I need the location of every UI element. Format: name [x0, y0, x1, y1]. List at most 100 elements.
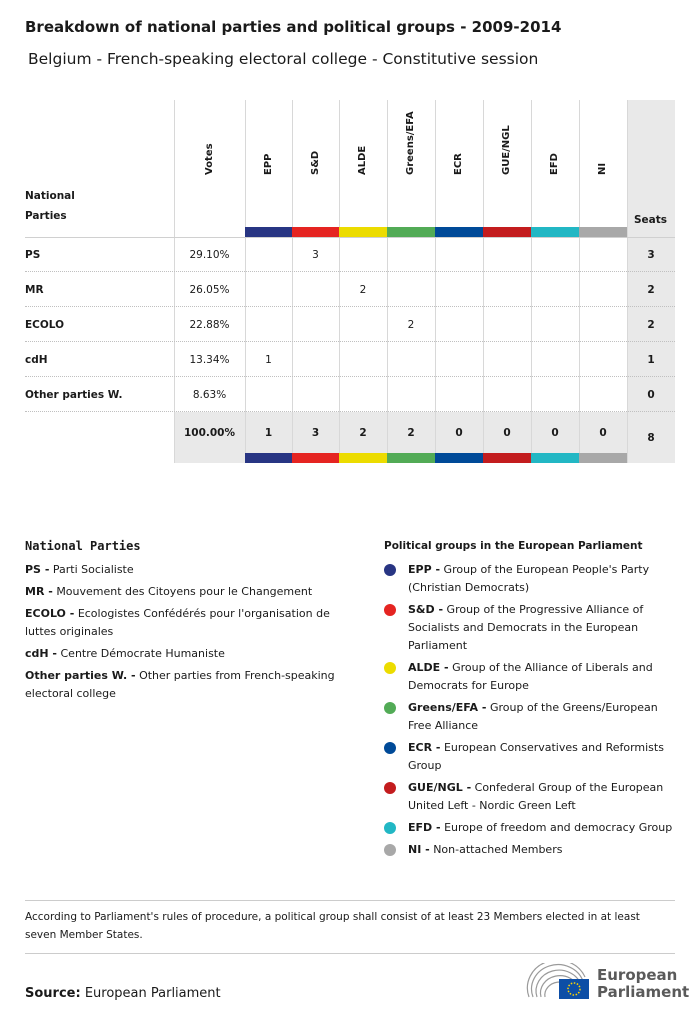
- column-divider: [245, 100, 246, 463]
- group-seats-value: [245, 237, 292, 272]
- column-divider: [627, 100, 628, 463]
- group-legend-item: GUE/NGL - Confederal Group of the Europe…: [384, 779, 679, 815]
- group-seats-value: [531, 237, 579, 272]
- row-divider: [25, 306, 675, 307]
- party-abbr: PS -: [25, 563, 50, 576]
- seats-value: 1: [647, 353, 655, 366]
- group-seats-value: [245, 307, 292, 342]
- group-seats-value: [435, 272, 483, 307]
- group-color-dot-icon: [384, 782, 396, 794]
- european-parliament-logo: European Parliament: [525, 959, 689, 1003]
- group-seats-value: [292, 342, 339, 377]
- group-seats-value: [435, 237, 483, 272]
- group-seats-value: [483, 237, 531, 272]
- column-divider: [174, 100, 175, 463]
- group-seats-value: 3: [312, 248, 319, 261]
- group-color-dot-icon: [384, 844, 396, 856]
- votes-value: 29.10%: [189, 248, 230, 261]
- row-divider: [25, 376, 675, 377]
- votes-value: 8.63%: [192, 388, 227, 401]
- seats-header: Seats: [634, 214, 668, 226]
- party-full-name: Centre Démocrate Humaniste: [60, 647, 225, 660]
- party-abbr: Other parties W. -: [25, 669, 136, 682]
- group-abbr: EPP -: [408, 563, 441, 576]
- party-full-name: Parti Socialiste: [52, 563, 134, 576]
- party-name: cdH: [25, 353, 48, 366]
- group-seats-value: [292, 377, 339, 412]
- votes-value: 22.88%: [189, 318, 230, 331]
- party-name: MR: [25, 283, 44, 296]
- group-color-bar-ni: [579, 227, 627, 237]
- group-seats-value: 2: [359, 283, 367, 296]
- group-full-name: Non-attached Members: [433, 843, 563, 856]
- group-seats-value: [435, 307, 483, 342]
- group-seats-value: [483, 342, 531, 377]
- group-full-name: Europe of freedom and democracy Group: [444, 821, 673, 834]
- seats-value: 2: [647, 318, 655, 331]
- row-divider: [25, 271, 675, 272]
- group-color-bar-bottom-alde: [339, 453, 387, 463]
- group-seats-value: [292, 272, 339, 307]
- group-legend-item: S&D - Group of the Progressive Alliance …: [384, 601, 679, 655]
- group-seats-value: [435, 342, 483, 377]
- national-parties-legend: National Parties PS - Parti Socialiste MR…: [25, 537, 345, 707]
- group-seats-value: [387, 272, 435, 307]
- group-seats-value: [339, 237, 387, 272]
- group-color-bar-efd: [531, 227, 579, 237]
- group-header-5: GUE/NGL: [501, 125, 512, 175]
- party-name: ECOLO: [25, 318, 65, 331]
- column-divider: [339, 100, 340, 463]
- party-abbr: ECOLO -: [25, 607, 75, 620]
- header-divider: [25, 237, 675, 238]
- group-color-bar-bottom-ecr: [435, 453, 483, 463]
- total-group-seats: 3: [311, 426, 320, 439]
- group-legend-item: EFD - Europe of freedom and democracy Gr…: [384, 819, 679, 837]
- total-group-seats: 0: [599, 426, 607, 439]
- group-seats-value: [483, 377, 531, 412]
- party-name: PS: [25, 248, 41, 261]
- table-row: ECOLO 22.88% 2 2: [0, 307, 700, 342]
- group-header-6: EFD: [549, 153, 560, 175]
- votes-header: Votes: [204, 143, 215, 175]
- group-abbr: S&D -: [408, 603, 444, 616]
- political-groups-legend: Political groups in the European Parliam…: [384, 537, 679, 863]
- national-party-legend-item: PS - Parti Socialiste: [25, 561, 345, 579]
- group-seats-value: [531, 377, 579, 412]
- group-abbr: ALDE -: [408, 661, 449, 674]
- column-divider: [579, 100, 580, 463]
- legend-title: Political groups in the European Parliam…: [384, 540, 643, 552]
- seats-value: 3: [647, 248, 655, 261]
- group-legend-item: ALDE - Group of the Alliance of Liberals…: [384, 659, 679, 695]
- group-full-name: Group of the Alliance of Liberals and De…: [408, 661, 653, 692]
- source-label: Source:: [25, 986, 81, 1001]
- seats-value: 2: [647, 283, 655, 296]
- legend-title: National Parties: [25, 539, 141, 553]
- group-seats-value: [579, 377, 627, 412]
- group-color-dot-icon: [384, 822, 396, 834]
- votes-value: 26.05%: [189, 283, 230, 296]
- group-full-name: Confederal Group of the European United …: [408, 781, 664, 812]
- group-color-bar-bottom-efd: [531, 453, 579, 463]
- total-group-seats: 0: [503, 426, 511, 439]
- group-header-7: NI: [597, 162, 608, 175]
- total-group-seats: 1: [264, 426, 273, 439]
- group-seats-value: [292, 307, 339, 342]
- source-value: European Parliament: [84, 986, 221, 1001]
- group-abbr: NI -: [408, 843, 430, 856]
- party-full-name: Other parties from French-speaking elect…: [25, 669, 335, 700]
- group-seats-value: [531, 307, 579, 342]
- national-party-legend-item: Other parties W. - Other parties from Fr…: [25, 667, 345, 703]
- total-group-seats: 0: [551, 426, 559, 439]
- group-seats-value: [483, 272, 531, 307]
- group-header-4: ECR: [453, 153, 464, 175]
- table-row: Other parties W. 8.63% 0: [0, 377, 700, 412]
- group-seats-value: [531, 342, 579, 377]
- source: Source: European Parliament: [25, 986, 221, 1001]
- group-color-dot-icon: [384, 702, 396, 714]
- total-group-seats: 2: [359, 426, 367, 439]
- column-divider: [387, 100, 388, 463]
- group-header-1: S&D: [309, 150, 321, 175]
- group-seats-value: [531, 272, 579, 307]
- group-seats-value: [339, 307, 387, 342]
- seats-value: 0: [647, 388, 655, 401]
